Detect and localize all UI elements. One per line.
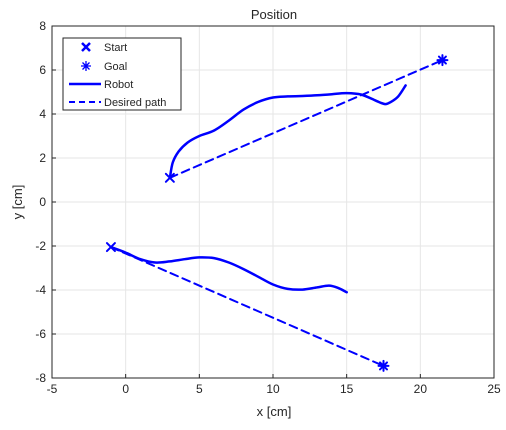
legend-item-goal: Goal — [81, 61, 127, 73]
goal-marker-1 — [436, 54, 449, 67]
x-tick-label: -5 — [47, 382, 58, 396]
legend-goal-label: Goal — [104, 61, 127, 73]
legend-item-robot: Robot — [69, 79, 133, 91]
grid — [51, 25, 495, 379]
legend-item-start: Start — [81, 42, 127, 54]
plot-frame — [51, 25, 495, 379]
y-tick-label: 4 — [39, 107, 46, 121]
y-tick-label: 2 — [39, 151, 46, 165]
robot-trajectory-2 — [109, 245, 348, 294]
y-axis-label: y [cm] — [10, 185, 25, 220]
desired-path-line-2 — [109, 246, 385, 367]
x-tick-label: 25 — [487, 382, 501, 396]
y-tick-label: 0 — [39, 195, 46, 209]
start-marker-1 — [164, 172, 175, 183]
y-tick-label: 6 — [39, 63, 46, 77]
legend-desired-path-label: Desired path — [104, 97, 166, 109]
x-tick-label: 15 — [340, 382, 354, 396]
legend-start-label: Start — [104, 42, 127, 54]
plot-area — [105, 54, 449, 372]
legend-robot-label: Robot — [104, 79, 133, 91]
robot-trajectory-1 — [168, 84, 407, 180]
y-tick-label: -2 — [35, 239, 46, 253]
tick-labels: -5 0 5 10 15 20 25 -8 -6 -4 -2 0 2 4 6 8 — [35, 19, 501, 396]
y-tick-label: 8 — [39, 19, 46, 33]
start-marker-2 — [105, 242, 116, 253]
x-tick-label: 0 — [122, 382, 129, 396]
legend-start-marker — [81, 42, 91, 52]
chart-title: Position — [251, 7, 297, 22]
x-tick-label: 5 — [196, 382, 203, 396]
legend-item-desired-path: Desired path — [69, 97, 166, 109]
legend-goal-marker — [81, 61, 91, 71]
goal-marker-2 — [377, 359, 390, 372]
y-tick-label: -8 — [35, 371, 46, 385]
x-tick-label: 10 — [266, 382, 280, 396]
y-tick-label: -4 — [35, 283, 46, 297]
y-tick-label: -6 — [35, 327, 46, 341]
x-axis-label: x [cm] — [257, 404, 292, 419]
x-tick-label: 20 — [414, 382, 428, 396]
legend: Start Goal Robot Desired path — [62, 37, 182, 111]
desired-path-line-1 — [168, 59, 444, 179]
